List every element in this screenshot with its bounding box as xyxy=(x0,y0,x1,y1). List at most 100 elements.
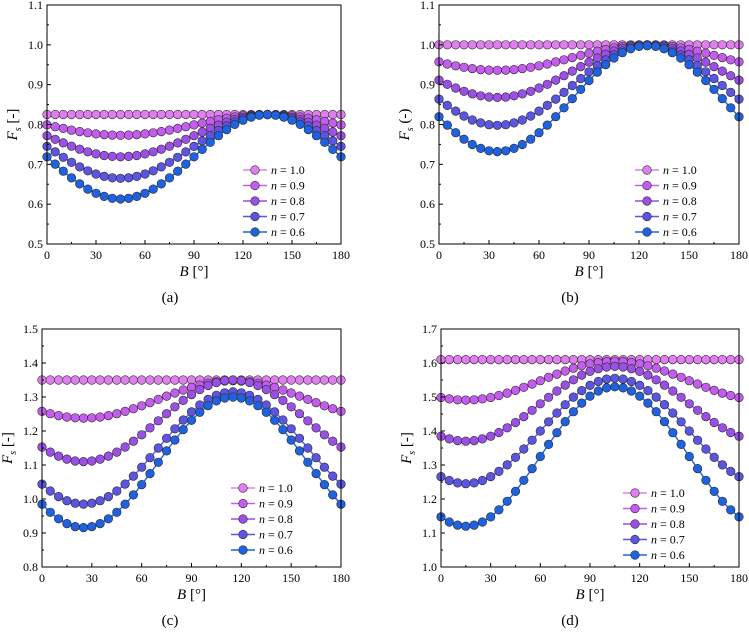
data-point xyxy=(559,40,569,50)
data-point xyxy=(726,71,736,81)
data-point xyxy=(87,498,97,508)
data-point xyxy=(303,416,313,426)
x-tick-label: 120 xyxy=(234,248,252,262)
y-tick-label: 1.2 xyxy=(23,424,38,438)
legend-value: = 0.9 xyxy=(265,497,293,511)
data-point xyxy=(278,415,288,425)
data-point xyxy=(484,120,494,130)
data-point xyxy=(148,128,158,138)
data-point xyxy=(469,395,479,405)
data-point xyxy=(236,376,246,386)
legend-symbol: n xyxy=(271,225,277,239)
data-point xyxy=(726,55,736,65)
x-axis-label: B [°] xyxy=(177,587,206,603)
legend-value: = 1.0 xyxy=(669,163,697,177)
data-point xyxy=(568,363,579,373)
data-point xyxy=(484,146,494,156)
data-point xyxy=(510,417,521,428)
data-point xyxy=(112,447,122,457)
data-point xyxy=(559,55,569,65)
data-point xyxy=(651,363,661,373)
x-tick-label: 180 xyxy=(730,248,748,262)
legend-symbol: n xyxy=(663,179,669,193)
data-point xyxy=(294,446,305,456)
data-point xyxy=(601,383,612,393)
data-point xyxy=(197,127,207,137)
data-point xyxy=(261,384,271,395)
data-point xyxy=(567,66,577,76)
data-point xyxy=(170,402,180,412)
legend-entry-label: n = 1.0 xyxy=(271,163,305,177)
data-point xyxy=(270,415,280,425)
data-point xyxy=(509,143,519,153)
data-point xyxy=(534,83,544,93)
data-point xyxy=(99,109,109,120)
data-point xyxy=(651,375,661,385)
series-0.9 xyxy=(434,40,744,75)
x-tick-label: 60 xyxy=(534,571,546,585)
data-point xyxy=(442,120,452,130)
data-point xyxy=(584,48,594,58)
data-point xyxy=(62,375,72,385)
data-point xyxy=(58,109,68,120)
chart-panel-4: 0 30 60 90 120 150 180 1.0 1.1 1.2 1.3 1.4 1.5 1.6 1.7… xyxy=(399,322,748,629)
legend-marker xyxy=(642,227,652,237)
data-point xyxy=(509,118,519,128)
legend-symbol: n xyxy=(663,163,669,177)
data-point xyxy=(560,366,570,376)
legend-marker xyxy=(250,211,260,222)
data-point xyxy=(162,446,172,456)
legend-symbol: n xyxy=(651,486,657,500)
data-point xyxy=(145,375,155,385)
data-point xyxy=(189,141,199,151)
data-point xyxy=(444,394,454,404)
data-point xyxy=(519,355,529,365)
x-axis-symbol: B xyxy=(180,264,189,280)
y-tick-label: 1.5 xyxy=(23,322,38,336)
data-point xyxy=(684,59,694,70)
data-point xyxy=(50,147,60,157)
data-point xyxy=(211,396,221,406)
data-point xyxy=(112,486,122,496)
data-point xyxy=(534,106,544,116)
data-point xyxy=(467,139,477,150)
data-point xyxy=(107,109,117,120)
data-point xyxy=(132,171,142,181)
data-point xyxy=(726,87,736,97)
data-point xyxy=(107,151,117,161)
data-point xyxy=(651,392,661,402)
legend-marker xyxy=(630,503,640,514)
data-point xyxy=(461,436,471,446)
x-tick-label: 150 xyxy=(680,571,698,585)
x-tick-label: 60 xyxy=(533,248,545,262)
legend-entry-label: n = 0.8 xyxy=(651,517,685,531)
data-point xyxy=(684,451,694,462)
legend-symbol: n xyxy=(271,194,277,208)
data-point xyxy=(83,128,93,138)
data-point xyxy=(328,136,338,146)
data-point xyxy=(526,62,536,72)
data-point xyxy=(132,109,142,120)
data-point xyxy=(542,40,552,50)
data-point xyxy=(492,65,502,75)
data-point xyxy=(195,384,205,395)
data-point xyxy=(502,460,512,470)
legend-marker xyxy=(642,211,652,222)
x-axis-unit: [°] xyxy=(584,264,604,280)
legend-marker xyxy=(250,196,260,206)
data-point xyxy=(476,91,486,101)
data-point xyxy=(726,427,736,438)
series-0.6 xyxy=(434,40,744,157)
data-point xyxy=(164,109,175,120)
data-point xyxy=(709,486,719,497)
data-point xyxy=(486,392,496,403)
legend-value: = 1.0 xyxy=(657,486,685,500)
legend-symbol: n xyxy=(271,179,277,193)
data-point xyxy=(311,469,321,479)
legend-value: = 0.6 xyxy=(265,543,293,557)
data-point xyxy=(91,109,101,120)
data-point xyxy=(535,399,545,409)
data-point xyxy=(62,496,72,506)
data-point xyxy=(717,52,727,63)
data-point xyxy=(153,375,163,385)
